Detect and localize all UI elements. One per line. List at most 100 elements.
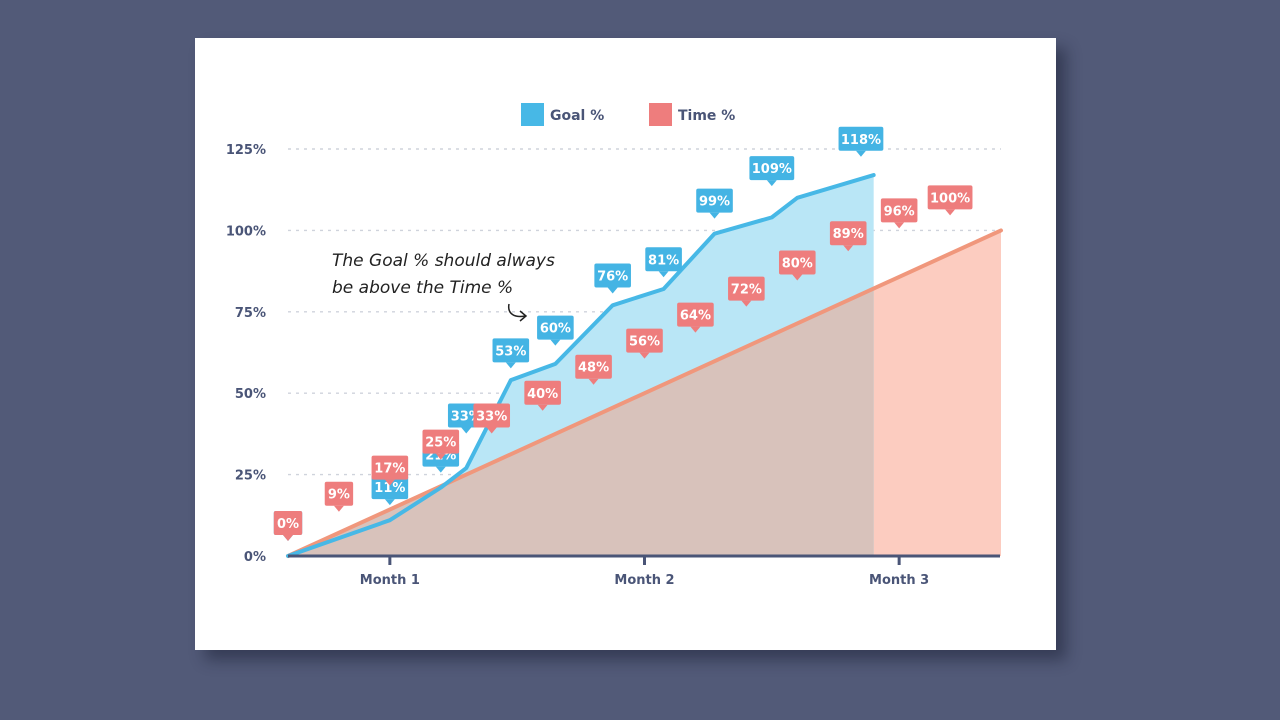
time-data-label-pointer [792,274,803,281]
goal-data-label-pointer [709,212,720,219]
goal-data-label-box [645,247,682,272]
time-data-label-box [422,429,460,454]
goal-data-label-pointer [461,427,472,434]
arrow-head-icon [519,310,528,322]
y-tick-label: 100% [226,224,266,239]
goal-data-label-box [838,126,884,151]
time-data-label-box [324,481,354,506]
goal-data-label-text: 99% [699,195,730,210]
goal-data-label-pointer [384,499,395,506]
time-data-label-text: 64% [680,309,711,324]
time-data-label-box [778,250,816,275]
time-data-label-text: 96% [884,204,915,219]
legend-swatch-time [649,103,672,126]
goal-data-label-pointer [607,287,618,294]
time-data-label-pointer [333,505,344,512]
y-tick-label: 75% [235,306,266,321]
time-data-label-pointer [690,326,701,333]
goal-data-label-text: 76% [597,270,628,285]
time-data-label-pointer [639,352,650,359]
legend-label-time: Time % [678,108,735,124]
x-tick-label: Month 2 [614,573,674,588]
chart-card: 0% 25% 50% 75% 100% 125% Month 1 Month 2 Month 3… [195,38,1056,650]
goal-data-label-text: 60% [540,322,571,337]
time-data-label: 100% [927,185,973,216]
time-data-label-text: 33% [476,410,507,425]
annotation-text-line: The Goal % should always [332,251,555,271]
goal-data-label-text: 11% [374,481,405,496]
time-data-label-box [524,380,561,405]
time-data-label-text: 0% [277,517,299,532]
goal-data-label-text: 109% [752,162,792,177]
goal-data-label: 81% [645,247,682,278]
goal-data-label-pointer [550,339,561,346]
time-data-label: 64% [677,302,714,333]
time-data-label: 96% [880,198,918,229]
goal-data-label: 118% [838,126,884,157]
time-data-label-text: 89% [833,227,864,242]
time-data-label-pointer [486,427,497,434]
time-data-label-box [473,403,511,428]
time-data-label: 17% [371,455,409,486]
time-data-label: 80% [778,250,816,281]
time-data-label: 48% [575,354,612,385]
goal-data-label-text: 53% [495,344,526,359]
chart: 0% 25% 50% 75% 100% 125% Month 1 Month 2 Month 3… [226,103,1003,588]
time-data-label-pointer [843,245,854,252]
time-data-label-pointer [588,378,599,385]
time-data-label-text: 56% [629,335,660,350]
goal-data-label-box [696,188,733,213]
time-data-label-box [677,302,714,327]
goal-line [286,173,876,558]
y-tick-label: 0% [244,550,266,565]
time-data-label-text: 100% [930,191,970,206]
goal-data-label-pointer [766,180,777,187]
goal-data-label-text: 118% [841,133,881,148]
goal-data-label-pointer [855,150,866,157]
goal-data-label-pointer [505,362,516,369]
goal-data-label-box [537,315,574,340]
goal-data-label-box [749,156,795,181]
time-data-label-text: 17% [374,462,405,477]
time-data-label-box [626,328,663,353]
time-data-label: 40% [524,380,561,411]
goal-data-label-pointer [435,466,446,473]
time-data-label-box [829,221,867,246]
goal-data-label-box [371,475,409,500]
goal-data-label-box [594,263,631,288]
time-data-label-text: 9% [328,488,350,503]
time-data-label-pointer [945,209,956,216]
annotation-text-line: be above the Time % [332,278,513,298]
time-data-label-box [575,354,612,379]
time-data-label-text: 72% [731,283,762,298]
time-data-label-pointer [894,222,905,229]
time-data-label: 33% [473,403,511,434]
time-data-label-pointer [537,404,548,411]
legend-label-goal: Goal % [550,108,604,124]
goal-data-label: 99% [696,188,733,219]
time-data-label: 89% [829,221,867,252]
goal-data-label: 109% [749,156,795,187]
time-data-label: 25% [422,429,460,460]
goal-data-label: 76% [594,263,631,294]
curved-arrow-icon [507,303,526,318]
goal-data-label-pointer [658,271,669,278]
time-data-label-text: 80% [782,257,813,272]
time-data-label-pointer [384,479,395,486]
x-tick-label: Month 1 [360,573,420,588]
y-tick-label: 25% [235,469,266,484]
time-data-label-box [273,511,303,535]
goal-data-label: 11% [371,475,409,506]
time-data-label: 56% [626,328,663,359]
time-data-label-text: 40% [527,387,558,402]
time-data-label-pointer [741,300,752,307]
time-data-label-pointer [435,453,446,460]
y-tick-label: 50% [235,387,266,402]
time-data-label-box [927,185,973,210]
time-data-label: 72% [728,276,765,307]
y-tick-label: 125% [226,143,266,158]
goal-data-label-text: 81% [648,253,679,268]
time-data-label-text: 25% [425,436,456,451]
x-tick-label: Month 3 [869,573,929,588]
time-data-label-text: 48% [578,361,609,376]
